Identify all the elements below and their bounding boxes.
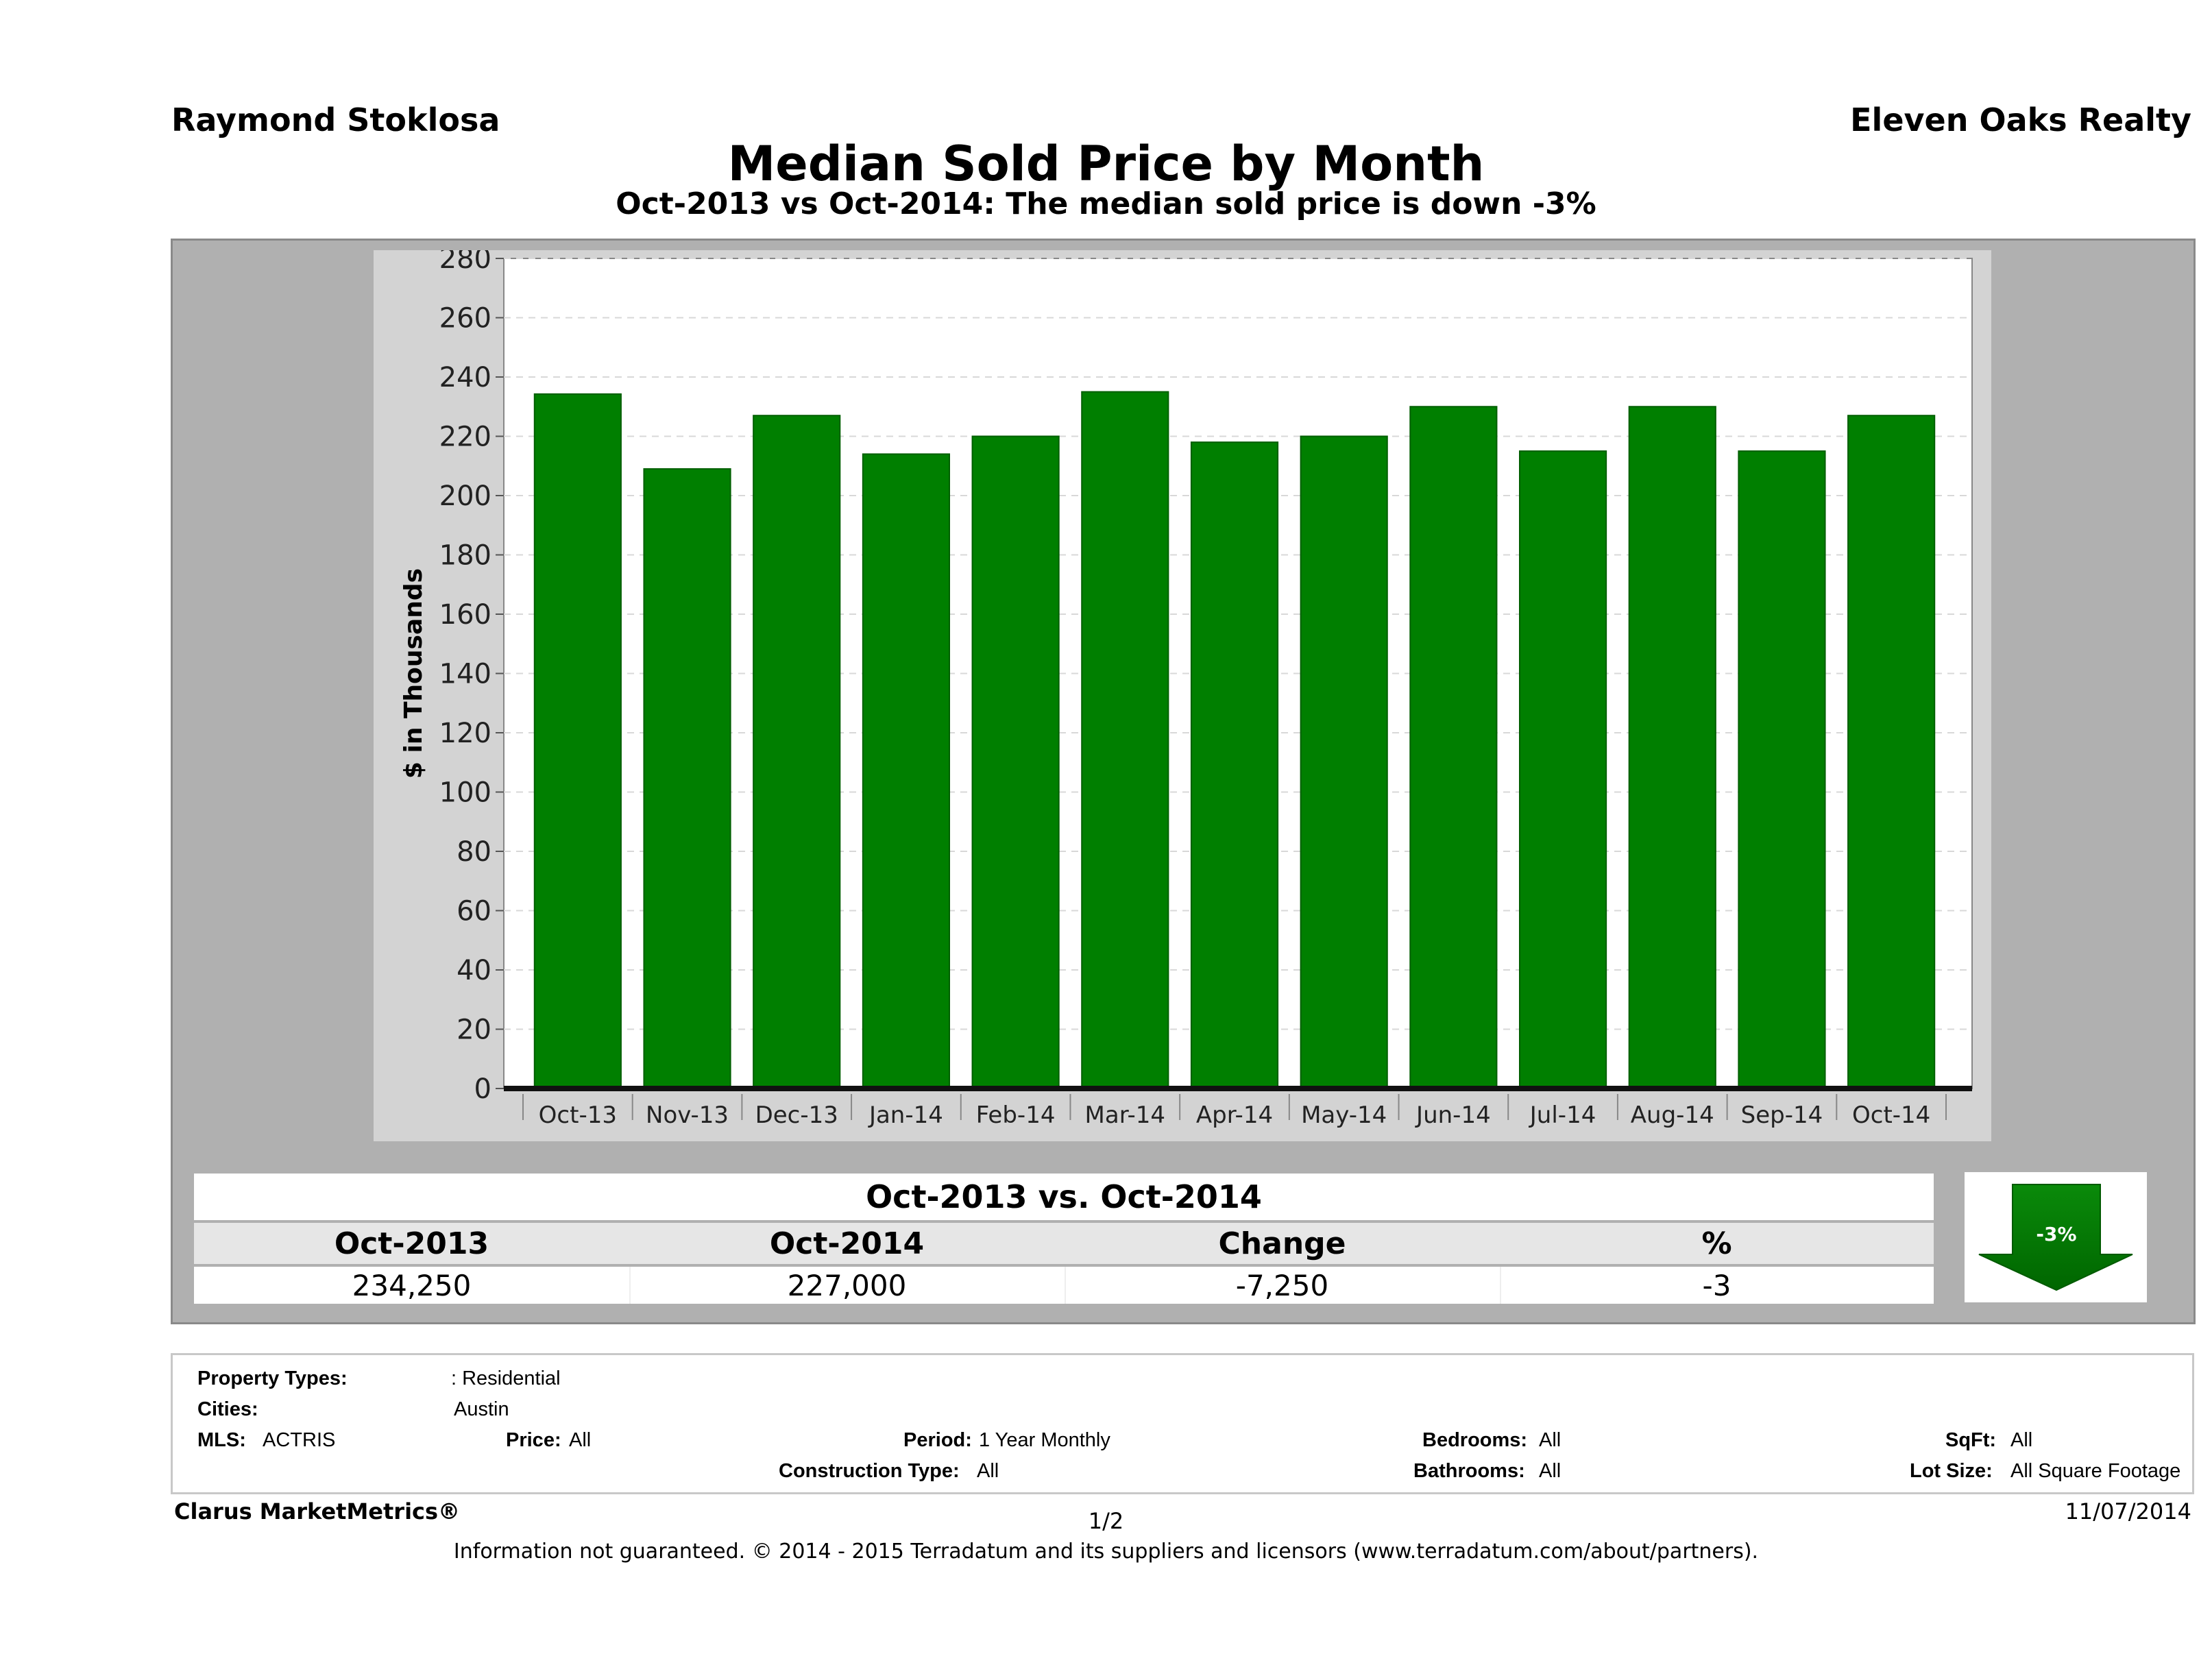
- summary-header-oct2014: Oct-2014: [769, 1226, 925, 1261]
- chart-title: Median Sold Price by Month: [727, 136, 1485, 192]
- bedrooms-value: All: [1539, 1429, 1561, 1451]
- y-tick-label: 200: [439, 481, 491, 512]
- page-number: 1/2: [1088, 1508, 1124, 1534]
- trend-badge-label: -3%: [2036, 1223, 2076, 1245]
- bar: [643, 468, 731, 1089]
- y-tick-label: 40: [457, 955, 491, 986]
- bathrooms-label: Bathrooms:: [1413, 1460, 1525, 1482]
- y-tick-label: 60: [457, 896, 491, 927]
- y-tick-label: 160: [439, 599, 491, 631]
- brokerage-name: Eleven Oaks Realty: [1850, 101, 2191, 138]
- x-tick-label: Jul-14: [1529, 1102, 1596, 1129]
- construction-type-label: Construction Type:: [779, 1460, 960, 1482]
- x-tick-label: Oct-13: [539, 1102, 617, 1129]
- lot-size-value: All Square Footage: [2010, 1460, 2181, 1482]
- bar: [753, 415, 841, 1090]
- bar: [1190, 441, 1279, 1089]
- bar: [1409, 406, 1498, 1089]
- sqft-label: SqFt:: [1945, 1429, 1997, 1451]
- x-tick-label: Jan-14: [868, 1102, 943, 1129]
- y-tick-label: 0: [474, 1073, 491, 1105]
- x-tick-label: May-14: [1301, 1102, 1387, 1129]
- price-value: All: [569, 1429, 592, 1451]
- x-tick-label: Oct-14: [1852, 1102, 1930, 1129]
- construction-type-value: All: [977, 1460, 999, 1482]
- y-tick-label: 180: [439, 540, 491, 572]
- bedrooms-label: Bedrooms:: [1422, 1429, 1528, 1451]
- y-tick-label: 280: [439, 250, 491, 275]
- y-tick-label: 140: [439, 659, 491, 690]
- x-tick-label: Aug-14: [1631, 1102, 1714, 1129]
- x-tick-label: Dec-13: [755, 1102, 838, 1129]
- period-value: 1 Year Monthly: [979, 1429, 1110, 1451]
- bar: [1628, 406, 1716, 1089]
- property-types-label: Property Types:: [197, 1367, 348, 1389]
- summary-header-row: Oct-2013 Oct-2014 Change %: [194, 1223, 1934, 1264]
- bathrooms-value: All: [1539, 1460, 1561, 1482]
- bar: [1738, 450, 1826, 1089]
- bar: [971, 435, 1060, 1089]
- y-tick-label: 20: [457, 1014, 491, 1046]
- sqft-value: All: [2010, 1429, 2033, 1451]
- period-label: Period:: [903, 1429, 972, 1451]
- bar: [533, 393, 622, 1089]
- bar: [862, 453, 951, 1089]
- bar: [1518, 450, 1607, 1089]
- summary-value-percent: -3: [1702, 1269, 1731, 1302]
- y-tick-label: 100: [439, 777, 491, 809]
- summary-value-oct2014: 227,000: [787, 1269, 907, 1302]
- down-arrow-icon: -3%: [1978, 1184, 2133, 1291]
- cities-value: Austin: [454, 1398, 509, 1420]
- cities-label: Cities:: [197, 1398, 258, 1420]
- bar: [1847, 415, 1936, 1090]
- y-tick-label: 220: [439, 422, 491, 453]
- x-tick-label: Nov-13: [646, 1102, 729, 1129]
- agent-name: Raymond Stoklosa: [171, 101, 500, 138]
- price-label: Price:: [506, 1429, 561, 1451]
- x-tick-label: Feb-14: [976, 1102, 1056, 1129]
- lot-size-label: Lot Size:: [1910, 1460, 1993, 1482]
- mls-label: MLS:: [197, 1429, 246, 1451]
- mls-value: ACTRIS: [263, 1429, 336, 1451]
- y-axis-label: $ in Thousands: [400, 568, 428, 779]
- report-date: 11/07/2014: [2065, 1498, 2191, 1524]
- y-tick-label: 80: [457, 836, 491, 868]
- x-tick-label: Sep-14: [1741, 1102, 1823, 1129]
- summary-value-oct2013: 234,250: [352, 1269, 472, 1302]
- summary-header-change: Change: [1218, 1226, 1346, 1261]
- y-tick-label: 240: [439, 362, 491, 393]
- trend-badge: -3%: [1965, 1172, 2147, 1302]
- summary-value-row: 234,250 227,000 -7,250 -3: [194, 1267, 1934, 1304]
- bar-chart: 0 20 40 60 80 100 120 140 160 180 200 220 240 260 280 $…: [400, 250, 1973, 1129]
- brand-label: Clarus MarketMetrics®: [174, 1498, 461, 1524]
- x-tick-label: Jun-14: [1415, 1102, 1491, 1129]
- property-types-value: : Residential: [451, 1367, 561, 1389]
- chart-subtitle: Oct-2013 vs Oct-2014: The median sold pr…: [616, 186, 1596, 221]
- x-tick-label: Mar-14: [1085, 1102, 1166, 1129]
- bar: [1081, 391, 1169, 1089]
- summary-header-oct2013: Oct-2013: [334, 1226, 489, 1261]
- y-tick-label: 260: [439, 303, 491, 335]
- criteria-box: [171, 1353, 2194, 1494]
- x-tick-label: Apr-14: [1196, 1102, 1273, 1129]
- disclaimer: Information not guaranteed. © 2014 - 201…: [453, 1540, 1759, 1564]
- bar: [1300, 435, 1388, 1089]
- summary-title: Oct-2013 vs. Oct-2014: [194, 1174, 1934, 1220]
- summary-header-percent: %: [1701, 1226, 1732, 1261]
- summary-value-change: -7,250: [1235, 1269, 1329, 1302]
- y-tick-label: 120: [439, 718, 491, 749]
